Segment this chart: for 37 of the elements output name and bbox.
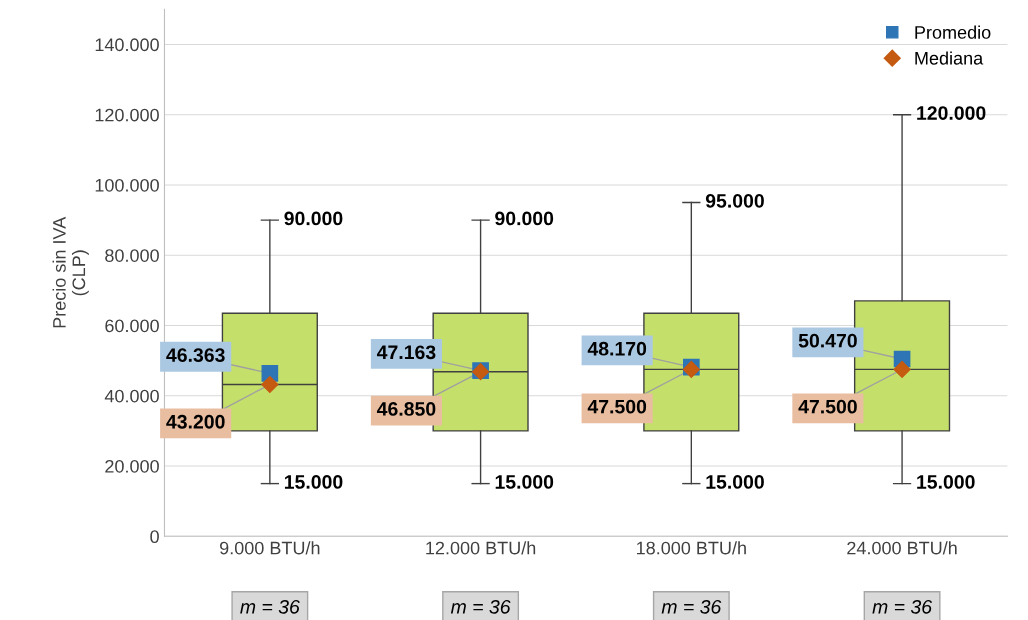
data-label: 46.363	[166, 348, 225, 362]
annotation: 15.000	[495, 475, 554, 489]
y-tick-label: 140.000	[95, 38, 159, 52]
annotation: 120.000	[917, 106, 986, 120]
annotation: 15.000	[917, 475, 975, 489]
annotation: 90.000	[284, 211, 343, 226]
data-label: 47.163	[376, 345, 436, 360]
y-tick-label: 40.000	[104, 389, 159, 403]
y-tick-label: 100.000	[95, 178, 159, 192]
annotation: 15.000	[706, 475, 764, 489]
data-label: 43.200	[166, 414, 225, 429]
data-label: 47.500	[798, 399, 857, 414]
y-axis-title: Precio sin IVA (CLP)	[52, 216, 89, 328]
x-tick-label: 9.000 BTU/h	[220, 541, 320, 555]
legend-label: Promedio	[915, 25, 991, 39]
y-tick-label: 80.000	[105, 249, 159, 262]
point	[261, 375, 279, 394]
annotation: 15.000	[284, 475, 343, 489]
y-tick-label: 0	[150, 530, 159, 544]
y-tick-label: 60.000	[105, 319, 159, 333]
legend-label: Mediana	[915, 51, 984, 65]
y-tick-label: 120.000	[95, 108, 159, 122]
data-label: 46.850	[376, 402, 436, 416]
data-label: 48.170	[587, 341, 647, 356]
annotation: 95.000	[705, 193, 764, 208]
annotation: 90.000	[495, 211, 554, 226]
point	[893, 360, 911, 378]
y-tick-label: 20.000	[105, 459, 159, 473]
text: m = 36	[661, 599, 722, 614]
data-label: 47.500	[587, 399, 647, 414]
text: m = 36	[240, 599, 300, 614]
data-label: 50.470	[798, 333, 857, 348]
text: m = 36	[872, 599, 933, 614]
text: m = 36	[450, 599, 511, 614]
x-tick-label: 18.000 BTU/h	[637, 541, 746, 555]
x-tick-label: 24.000 BTU/h	[847, 541, 957, 555]
x-tick-label: 12.000 BTU/h	[426, 541, 536, 555]
